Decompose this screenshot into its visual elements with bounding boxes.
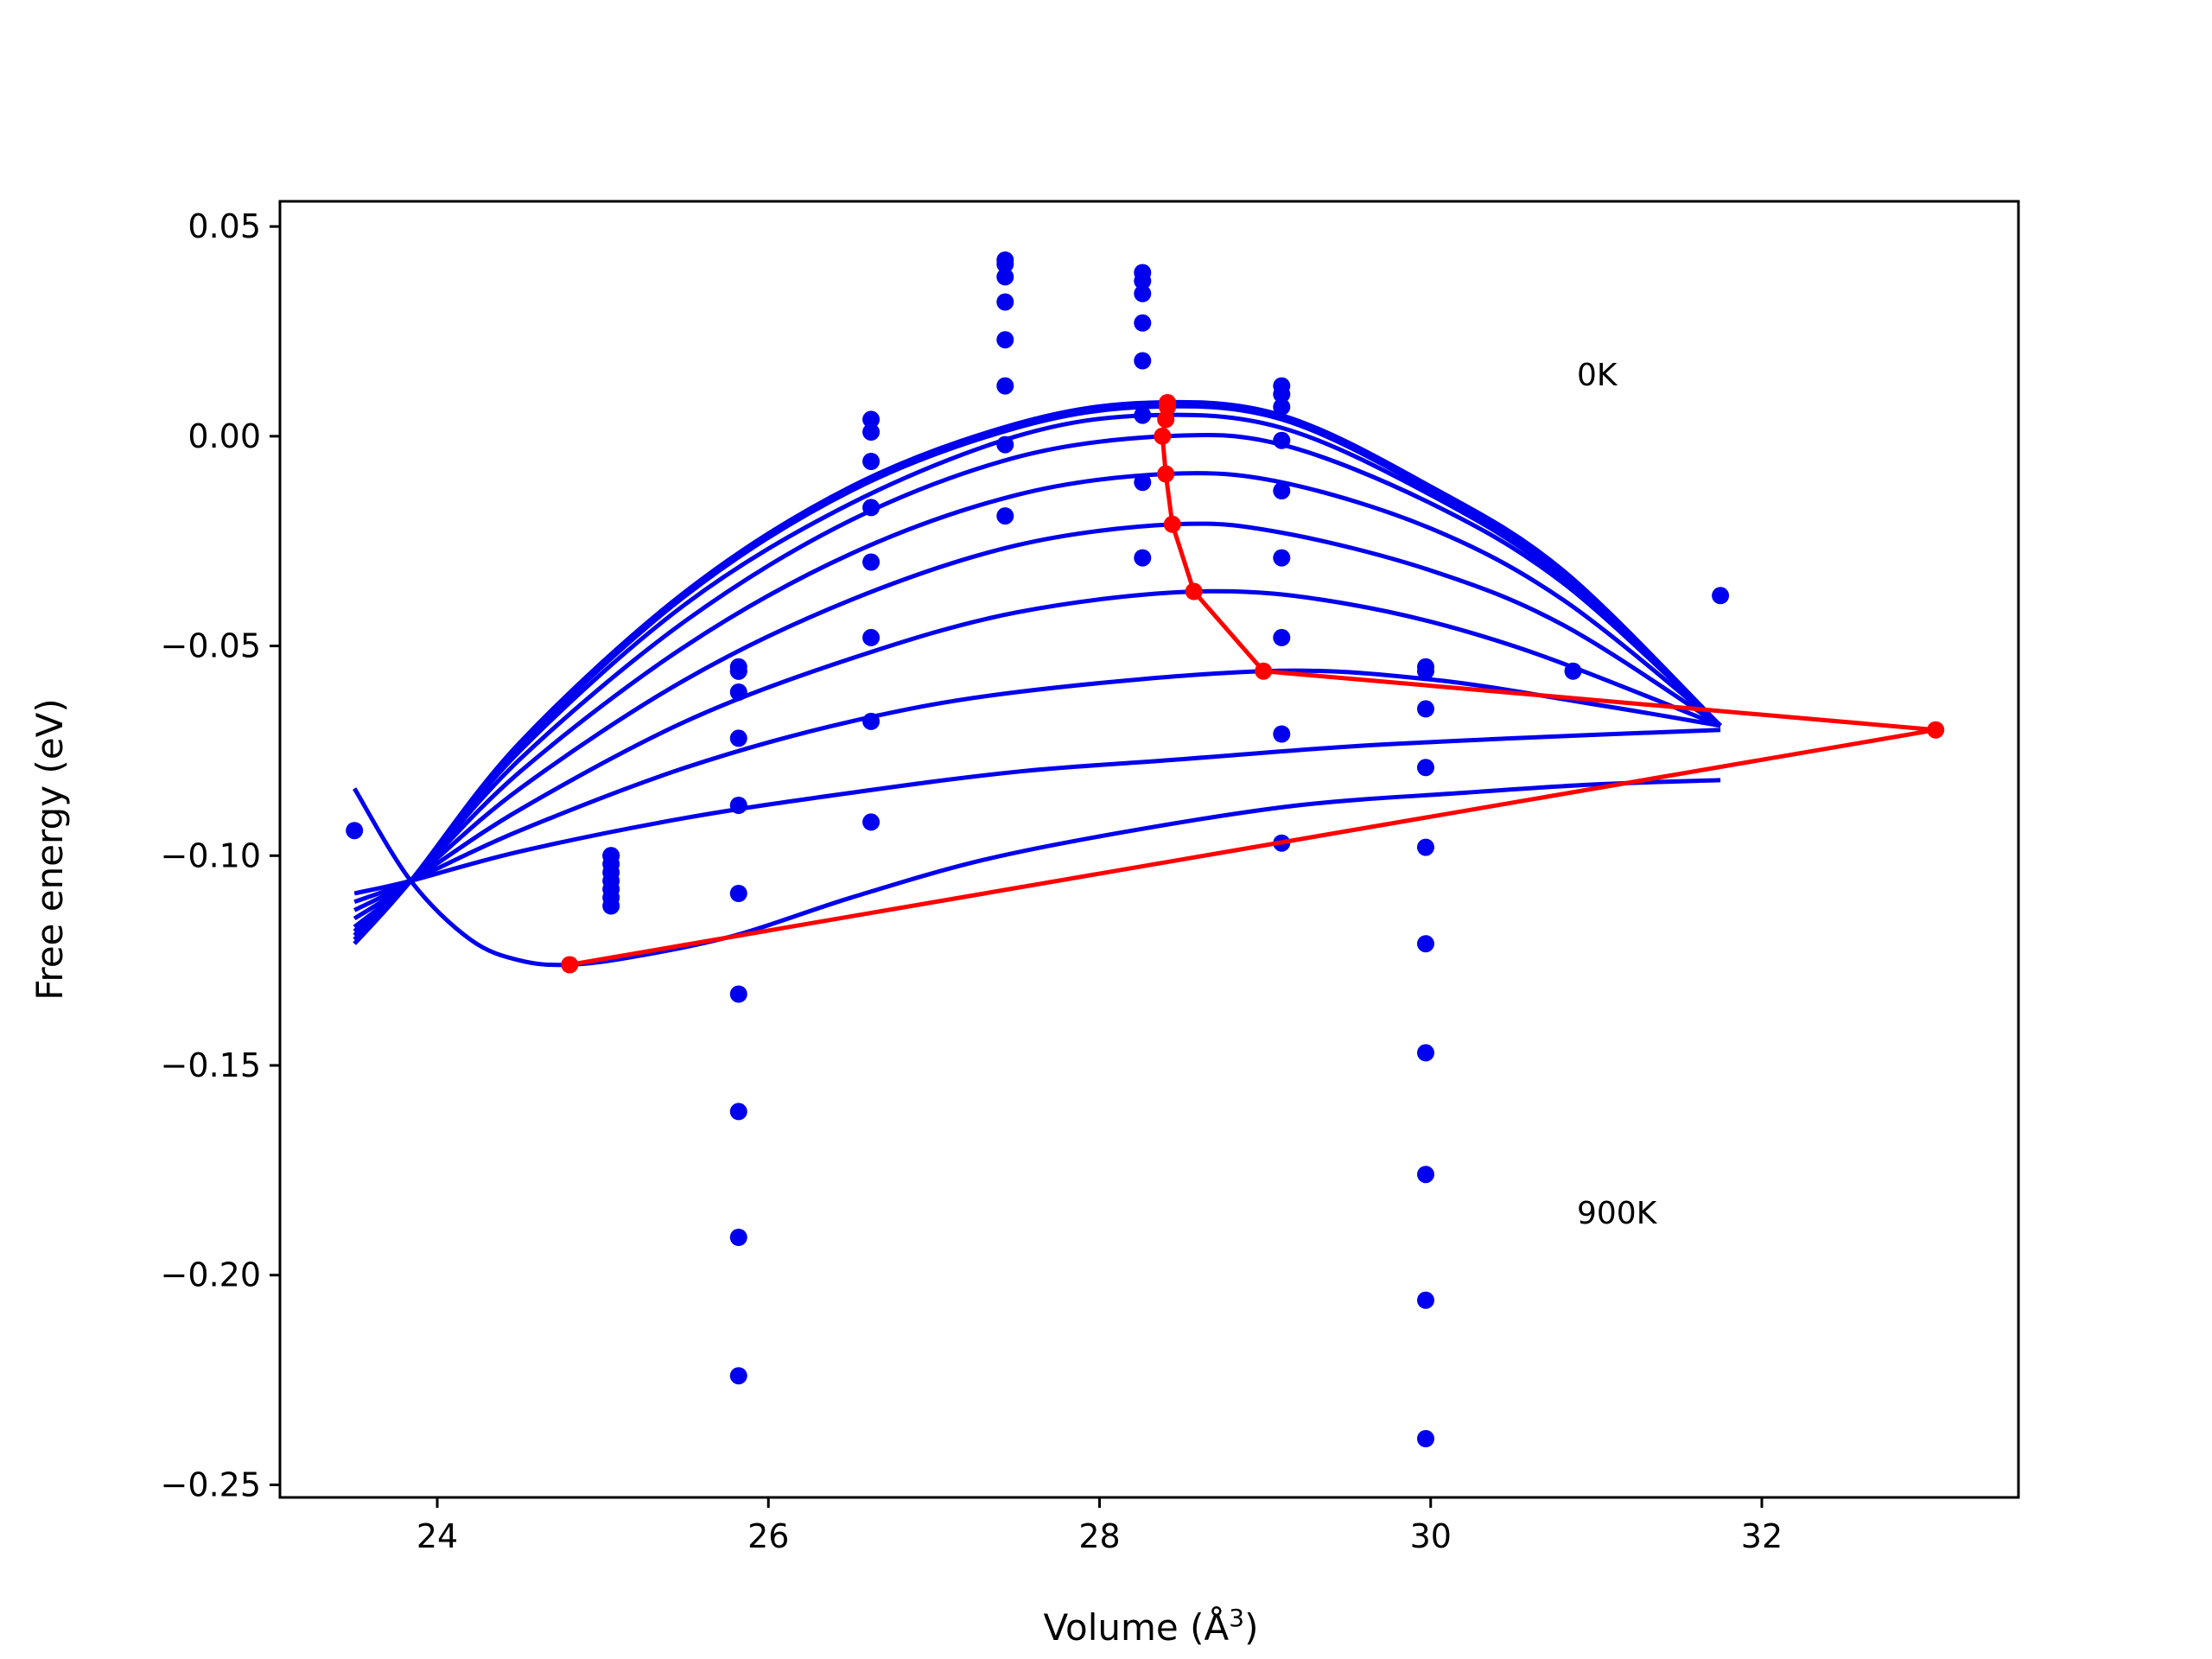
- data-point: [1134, 314, 1152, 332]
- minimum-point: [1157, 465, 1175, 483]
- minimum-path: [561, 394, 1945, 974]
- y-tick-label: −0.25: [161, 1465, 261, 1503]
- fit-curve-8: [353, 728, 1721, 896]
- data-point: [1417, 935, 1434, 953]
- x-tick-label: 32: [1741, 1517, 1783, 1555]
- minimum-point: [1255, 662, 1273, 680]
- data-point: [1564, 662, 1582, 680]
- data-point: [1417, 700, 1434, 718]
- data-point: [729, 1367, 747, 1385]
- minimum-point: [1163, 515, 1181, 533]
- minimum-point: [1157, 410, 1175, 429]
- data-point: [862, 453, 880, 470]
- data-points: [346, 251, 1730, 1447]
- data-point: [1273, 385, 1291, 404]
- y-axis-title: Free energy (eV): [29, 698, 71, 1001]
- data-point: [996, 331, 1014, 349]
- fit-curve-9: [353, 778, 1721, 968]
- data-point: [1134, 549, 1152, 567]
- y-tick-label: −0.15: [161, 1046, 261, 1084]
- data-point: [1417, 1044, 1434, 1062]
- data-point: [1417, 838, 1434, 856]
- x-tick-label: 24: [416, 1517, 458, 1555]
- data-point: [729, 683, 747, 701]
- data-point: [996, 268, 1014, 286]
- y-tick-label: 0.05: [188, 207, 261, 245]
- data-point: [729, 729, 747, 747]
- data-point: [1134, 352, 1152, 370]
- data-point: [1273, 397, 1291, 416]
- data-point: [862, 712, 880, 730]
- data-point: [996, 507, 1014, 525]
- data-point: [729, 797, 747, 814]
- y-tick-label: −0.20: [161, 1256, 261, 1294]
- data-point: [1134, 284, 1152, 302]
- minimum-point: [561, 956, 579, 974]
- data-point: [1273, 482, 1291, 499]
- data-point: [602, 847, 620, 865]
- y-tick-label: −0.10: [161, 836, 261, 874]
- annotation-0k: 0K: [1577, 358, 1618, 393]
- data-point: [729, 1229, 747, 1246]
- data-point: [1417, 759, 1434, 777]
- data-point: [729, 662, 747, 680]
- data-point: [1417, 1291, 1434, 1309]
- data-point: [862, 813, 880, 831]
- plot-frame: [278, 200, 2020, 1499]
- data-point: [1273, 628, 1291, 646]
- data-point: [862, 423, 880, 441]
- data-point: [1712, 587, 1730, 605]
- data-point: [1134, 272, 1152, 290]
- axes-ticks: 24 26 28 30 32 0.05 0.00 −0.05 −0.10 −0.15 −0.20 −0…: [161, 207, 1783, 1555]
- data-point: [1417, 1166, 1434, 1184]
- data-point: [1134, 406, 1152, 424]
- data-point: [346, 822, 364, 840]
- fit-curve-4: [353, 471, 1722, 929]
- fit-curve-5: [353, 521, 1722, 921]
- data-point: [862, 553, 880, 571]
- minimum-point: [1185, 582, 1203, 601]
- data-point: [729, 885, 747, 902]
- data-point: [1134, 474, 1152, 492]
- y-tick-label: −0.05: [161, 627, 261, 665]
- data-point: [996, 435, 1014, 454]
- x-tick-label: 28: [1078, 1517, 1120, 1555]
- data-point: [729, 985, 747, 1003]
- minimum-point: [1927, 721, 1945, 739]
- y-tick-label: 0.00: [188, 417, 261, 455]
- data-point: [862, 499, 880, 517]
- data-point: [602, 897, 620, 915]
- fit-curves: [353, 399, 1722, 968]
- minimum-point: [1154, 427, 1172, 445]
- data-point: [729, 1103, 747, 1121]
- data-point: [996, 377, 1014, 395]
- annotation-900k: 900K: [1577, 1196, 1658, 1231]
- fit-curve-2: [353, 412, 1722, 938]
- data-point: [862, 410, 880, 429]
- x-axis-title-superscript: 3: [1229, 1604, 1244, 1632]
- data-point: [996, 293, 1014, 311]
- x-tick-label: 30: [1410, 1517, 1452, 1555]
- x-tick-label: 26: [747, 1517, 789, 1555]
- data-point: [1273, 549, 1291, 567]
- fit-curve-0: [353, 399, 1722, 945]
- data-point: [1417, 1430, 1434, 1447]
- fit-curve-3: [353, 432, 1722, 933]
- x-axis-title: Volume (Å3): [1044, 1604, 1259, 1649]
- data-point: [862, 628, 880, 646]
- data-point: [1273, 725, 1291, 743]
- fit-curve-1: [353, 404, 1722, 942]
- fit-curve-6: [353, 588, 1722, 912]
- data-point: [1273, 431, 1291, 449]
- fit-curve-7: [353, 668, 1721, 905]
- data-point: [996, 255, 1014, 273]
- data-point: [1417, 662, 1434, 680]
